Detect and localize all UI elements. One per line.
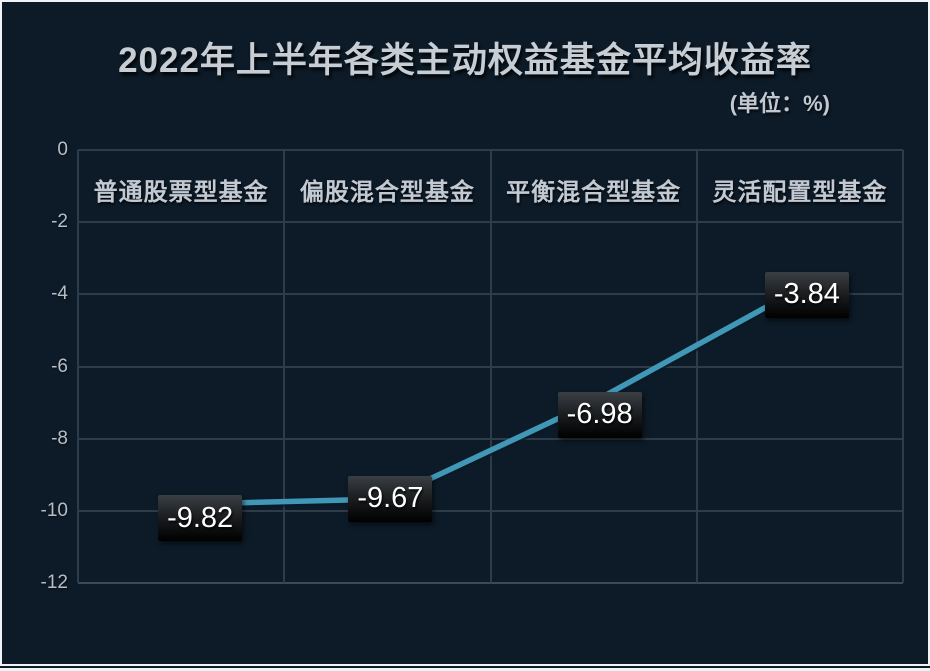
- line-series: [181, 286, 802, 510]
- y-axis-tick-label: -2: [51, 211, 68, 233]
- bottom-border-line: [0, 666, 930, 668]
- y-axis-tick-label: -4: [51, 283, 68, 305]
- category-label: 普通股票型基金: [93, 179, 269, 206]
- unit-label: (单位：%): [729, 91, 830, 116]
- gridline-vertical: [77, 150, 79, 583]
- category-label: 偏股混合型基金: [299, 179, 475, 206]
- chart-title: 2022年上半年各类主动权益基金平均收益率: [118, 41, 812, 80]
- line-shadow: [181, 289, 802, 510]
- gridline-vertical: [489, 150, 492, 583]
- data-point-label: -6.98: [557, 391, 642, 438]
- y-axis-tick-label: -10: [40, 499, 68, 521]
- y-axis-tick-label: -12: [40, 572, 68, 593]
- gridline-horizontal: [78, 582, 903, 584]
- data-point-label: -9.67: [348, 475, 433, 522]
- plot-area: 0 -2 -4 -6 -8 -10 -12 普通股票型基金 偏股混合型基金 平衡混合型基金 灵活配置…: [41, 139, 904, 593]
- data-point-label: -3.84: [764, 271, 849, 318]
- y-axis-tick-label: -6: [51, 355, 68, 377]
- y-axis-tick-label: -8: [51, 427, 68, 449]
- gridline-vertical: [283, 150, 286, 583]
- data-point-label: -9.82: [158, 495, 243, 542]
- category-label: 平衡混合型基金: [506, 179, 682, 206]
- gridline-vertical: [695, 150, 698, 583]
- line-path: [181, 286, 802, 508]
- category-label: 灵活配置型基金: [712, 179, 888, 206]
- gridline-vertical: [902, 150, 904, 583]
- y-axis-tick-label: 0: [57, 139, 68, 160]
